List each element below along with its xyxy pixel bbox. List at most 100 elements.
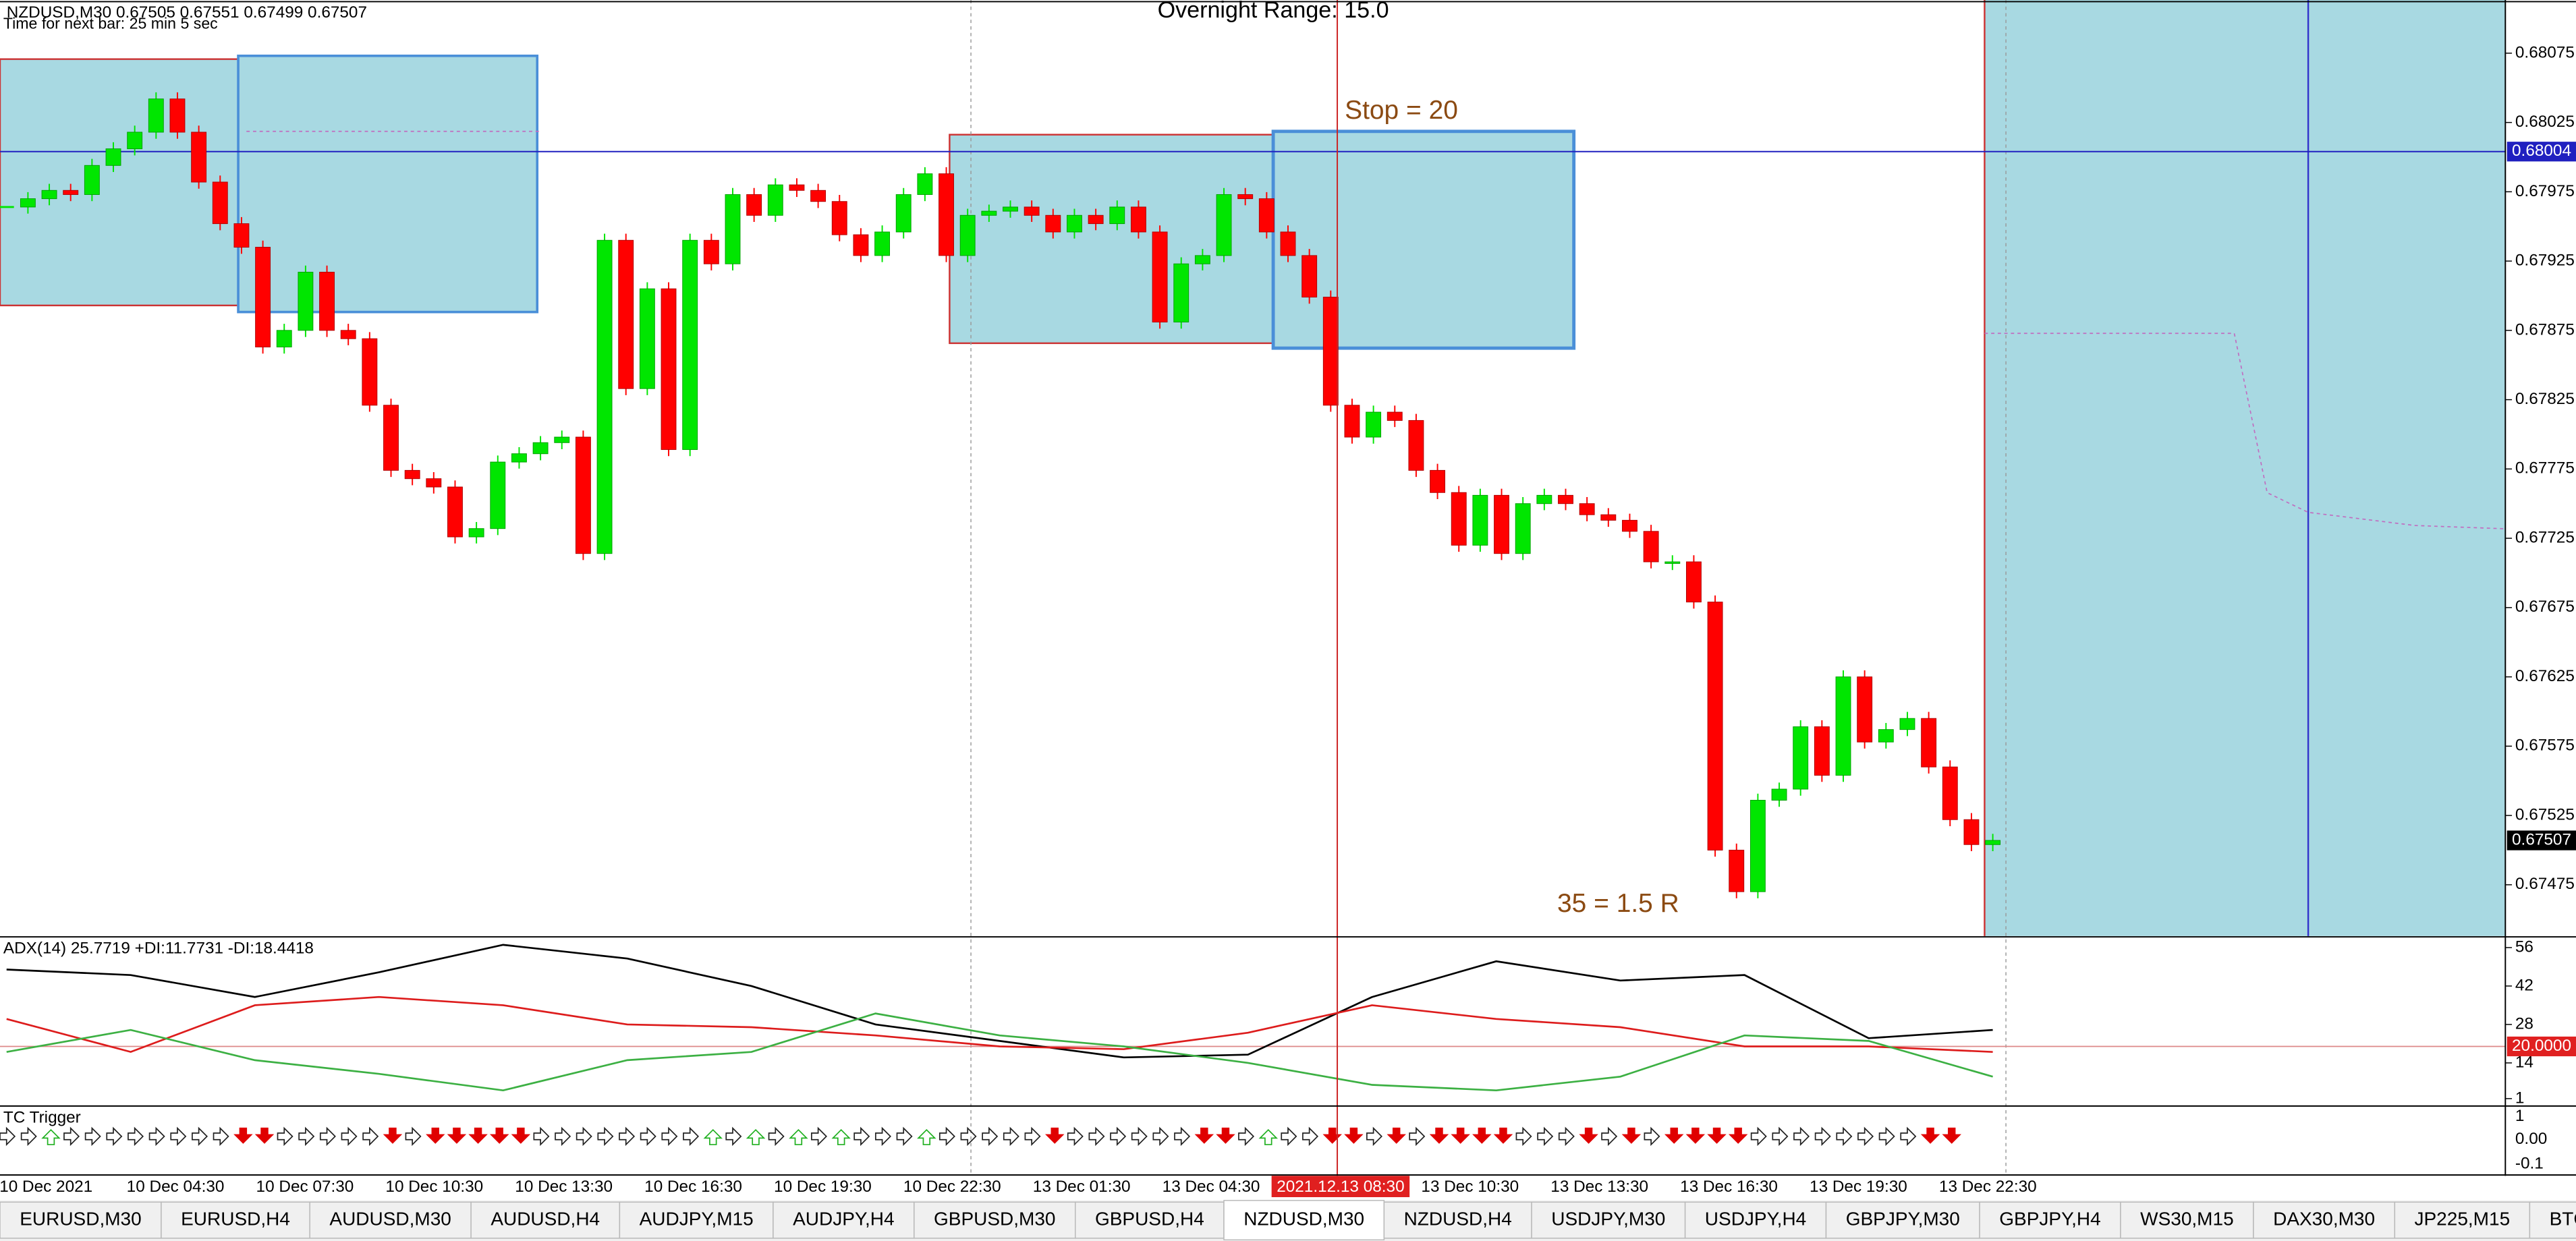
- tab-label[interactable]: GBPUSD,H4: [1095, 1208, 1204, 1229]
- candle-body: [725, 194, 741, 264]
- tab-bg[interactable]: [1684, 1201, 1827, 1239]
- y-tick-label: 0.67825: [2515, 390, 2575, 408]
- candle-body: [404, 469, 420, 480]
- tab[interactable]: AUDJPY,H4: [773, 1201, 915, 1239]
- signal-arrow: [1024, 1126, 1041, 1147]
- candle-body: [661, 288, 677, 451]
- candle-body: [212, 181, 228, 225]
- signal-arrow: [468, 1127, 488, 1144]
- signal-arrow: [1920, 1127, 1940, 1144]
- signal-arrow: [811, 1126, 827, 1147]
- signal-arrow: [1045, 1127, 1065, 1144]
- candle-body: [1494, 494, 1509, 554]
- tab[interactable]: JP225,M15: [2394, 1201, 2531, 1239]
- tab[interactable]: AUDUSD,M30: [309, 1201, 472, 1239]
- tab-bg[interactable]: [1075, 1201, 1225, 1239]
- tab-bg[interactable]: [1531, 1201, 1686, 1239]
- candle-body: [1003, 206, 1018, 212]
- candle-body: [1729, 849, 1745, 892]
- candle-body: [426, 478, 442, 488]
- candle-body: [853, 234, 869, 256]
- tab[interactable]: NZDUSD,M30: [1223, 1200, 1385, 1241]
- tab[interactable]: GBPJPY,M30: [1825, 1201, 1980, 1239]
- candle-body: [1579, 503, 1595, 515]
- tab-bg[interactable]: [2253, 1201, 2396, 1239]
- signal-arrow: [1194, 1127, 1214, 1144]
- tab-label[interactable]: NZDUSD,M30: [1243, 1208, 1364, 1229]
- tab-label[interactable]: DAX30,M30: [2273, 1208, 2375, 1229]
- chart-header: NZDUSD,M30 0.67505 0.67551 0.67499 0.675…: [7, 3, 367, 22]
- signal-arrow: [1409, 1126, 1426, 1147]
- tab-label[interactable]: WS30,M15: [2140, 1208, 2234, 1229]
- signal-arrow: [106, 1126, 123, 1147]
- tab-bg[interactable]: [309, 1201, 472, 1239]
- tab[interactable]: BTCU: [2529, 1201, 2576, 1239]
- tab-bg[interactable]: [1979, 1201, 2121, 1239]
- tab-label[interactable]: AUDUSD,H4: [491, 1208, 600, 1229]
- tab[interactable]: EURUSD,H4: [161, 1201, 310, 1239]
- tab-label[interactable]: EURUSD,H4: [181, 1208, 290, 1229]
- tab[interactable]: USDJPY,M30: [1531, 1201, 1686, 1239]
- tab[interactable]: WS30,M15: [2120, 1201, 2254, 1239]
- ichimoku-cloud: [246, 130, 2506, 529]
- tab-label[interactable]: EURUSD,M30: [20, 1208, 141, 1229]
- tab-bg[interactable]: [2394, 1201, 2531, 1239]
- tab-label[interactable]: GBPUSD,M30: [934, 1208, 1056, 1229]
- signal-arrow: [982, 1126, 999, 1147]
- candle-body: [1451, 492, 1467, 546]
- y-tick-label: -0.1: [2515, 1155, 2544, 1173]
- price-tag: [2507, 830, 2576, 850]
- tab-label[interactable]: USDJPY,M30: [1551, 1208, 1665, 1229]
- tab-label[interactable]: USDJPY,H4: [1705, 1208, 1806, 1229]
- candle-body: [255, 247, 271, 347]
- tab-bg[interactable]: [914, 1201, 1076, 1239]
- tab[interactable]: GBPJPY,H4: [1979, 1201, 2121, 1239]
- candle-body: [1366, 411, 1382, 438]
- target-label: 35 = 1.5 R: [1557, 889, 1679, 918]
- tab-label[interactable]: NZDUSD,H4: [1404, 1208, 1512, 1229]
- tab[interactable]: NZDUSD,H4: [1383, 1201, 1532, 1239]
- signal-arrow: [853, 1126, 870, 1147]
- tab[interactable]: USDJPY,H4: [1684, 1201, 1827, 1239]
- tab-bg[interactable]: [1223, 1200, 1385, 1241]
- tab-label[interactable]: AUDJPY,M15: [640, 1208, 754, 1229]
- indicator-title: TC Trigger: [3, 1109, 81, 1127]
- candle-body: [1558, 494, 1573, 504]
- tab[interactable]: AUDUSD,H4: [470, 1201, 621, 1239]
- tab-bg[interactable]: [2529, 1201, 2576, 1239]
- signal-arrow: [1857, 1126, 1874, 1147]
- tab-bg[interactable]: [2120, 1201, 2254, 1239]
- tab[interactable]: GBPUSD,M30: [914, 1201, 1076, 1239]
- candle-body: [981, 210, 997, 216]
- candle-body: [1771, 788, 1787, 801]
- tab-label[interactable]: JP225,M15: [2415, 1208, 2511, 1229]
- candle-body: [1152, 231, 1168, 322]
- signal-arrow: [41, 1128, 61, 1145]
- tab-bg[interactable]: [0, 1201, 162, 1239]
- signal-arrow: [640, 1126, 656, 1147]
- signal-arrow: [831, 1128, 851, 1145]
- tab[interactable]: DAX30,M30: [2253, 1201, 2396, 1239]
- tab-bg[interactable]: [773, 1201, 915, 1239]
- signal-arrow: [960, 1126, 977, 1147]
- tab[interactable]: GBPUSD,H4: [1075, 1201, 1225, 1239]
- signal-arrow: [896, 1126, 913, 1147]
- tab-bg[interactable]: [619, 1201, 774, 1239]
- tab-bg[interactable]: [1825, 1201, 1980, 1239]
- x-tick-label: 13 Dec 04:30: [1163, 1178, 1260, 1196]
- candle-body: [1685, 561, 1702, 603]
- signal-arrow: [233, 1127, 253, 1144]
- tab-label[interactable]: AUDUSD,M30: [329, 1208, 451, 1229]
- tab-label[interactable]: GBPJPY,M30: [1846, 1208, 1960, 1229]
- tab-label[interactable]: GBPJPY,H4: [1999, 1208, 2100, 1229]
- candle-body: [959, 214, 976, 256]
- tab-label[interactable]: BTCU: [2550, 1208, 2576, 1229]
- tab[interactable]: EURUSD,M30: [0, 1201, 162, 1239]
- tab-bg[interactable]: [470, 1201, 621, 1239]
- candle-body: [1814, 726, 1830, 776]
- signal-arrow: [1664, 1127, 1684, 1144]
- tab[interactable]: AUDJPY,M15: [619, 1201, 774, 1239]
- tab-label[interactable]: AUDJPY,H4: [793, 1208, 894, 1229]
- x-tick-label: 13 Dec 01:30: [1033, 1178, 1131, 1196]
